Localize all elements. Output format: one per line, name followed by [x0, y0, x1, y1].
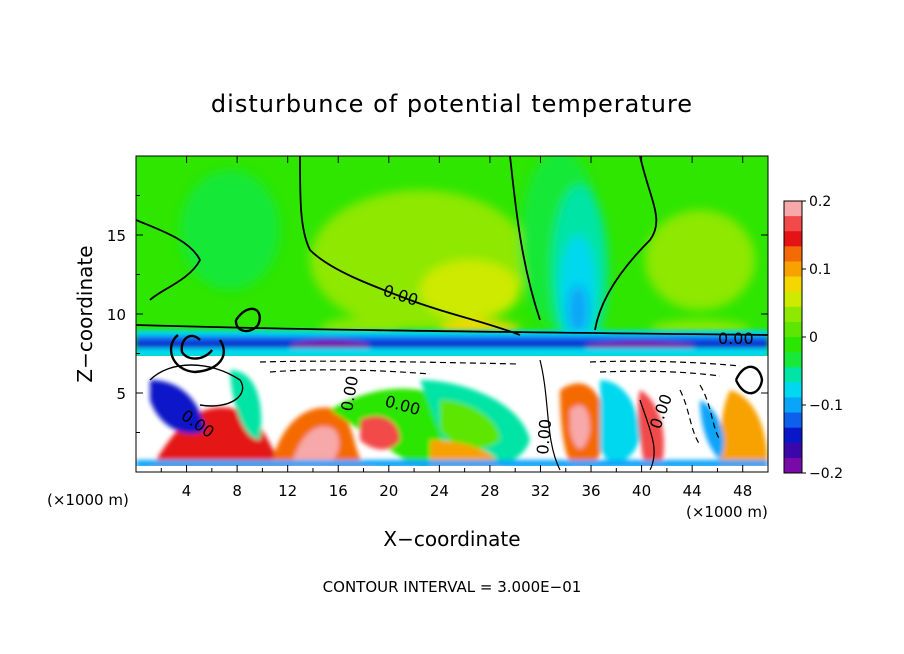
- y-axis-unit-right: (×1000 m): [686, 503, 768, 521]
- colorbar-swatch: [784, 337, 802, 353]
- colorbar-tick-label: 0.2: [809, 194, 831, 210]
- x-tick-label: 40: [632, 482, 651, 500]
- colorbar-swatch: [784, 412, 802, 429]
- y-tick-label: 15: [107, 227, 126, 245]
- colorbar-swatch: [784, 201, 802, 217]
- x-tick-label: 8: [232, 482, 242, 500]
- x-axis-label: X−coordinate: [383, 527, 520, 551]
- colorbar-swatch: [784, 367, 802, 383]
- colorbar-swatch: [784, 246, 802, 262]
- heatmap-field: [136, 156, 768, 472]
- colorbar-swatch: [784, 321, 802, 338]
- colorbar-swatch: [784, 457, 802, 474]
- y-tick-label: 10: [107, 306, 126, 324]
- contour-lines-dashed: [259, 360, 741, 446]
- contour-label: 0.00: [533, 418, 555, 455]
- colorbar-tick-label: 0.1: [809, 262, 831, 278]
- contour-interval-note: CONTOUR INTERVAL = 3.000E−01: [323, 578, 582, 596]
- colorbar-swatch: [784, 291, 802, 308]
- colorbar-tick-label: 0: [809, 330, 818, 346]
- colorbar-tick-label: −0.2: [809, 466, 843, 482]
- x-tick-label: 48: [733, 482, 752, 500]
- colorbar-swatch: [784, 352, 802, 368]
- colorbar-swatch: [784, 397, 802, 414]
- colorbar-swatch: [784, 306, 802, 323]
- y-axis: 5 10 15: [107, 195, 768, 433]
- colorbar-tick-label: −0.1: [809, 398, 843, 414]
- x-axis-unit-left: (×1000 m): [47, 491, 129, 509]
- colorbar-swatch: [784, 216, 802, 232]
- x-tick-label: 4: [182, 482, 192, 500]
- chart-title: disturbunce of potential temperature: [211, 90, 693, 118]
- x-tick-label: 20: [379, 482, 398, 500]
- y-tick-label: 5: [116, 385, 126, 403]
- contour-lines: [136, 156, 768, 471]
- contour-label: 0.00: [718, 329, 754, 348]
- colorbar-ticks: 0.2 0.1 0 −0.1 −0.2: [802, 194, 843, 482]
- x-axis: 4 8 12 16 20 24 28 32 36 40 44 48: [160, 156, 752, 500]
- x-tick-label: 12: [278, 482, 297, 500]
- colorbar-swatch: [784, 382, 802, 398]
- colorbar: [784, 201, 802, 474]
- x-tick-label: 32: [531, 482, 550, 500]
- colorbar-swatch: [784, 276, 802, 293]
- x-tick-label: 28: [480, 482, 499, 500]
- x-tick-label: 16: [329, 482, 348, 500]
- colorbar-swatch: [784, 442, 802, 459]
- colorbar-swatch: [784, 231, 802, 247]
- x-tick-label: 24: [430, 482, 449, 500]
- colorbar-swatch: [784, 427, 802, 444]
- colorbar-swatch: [784, 261, 802, 278]
- x-tick-label: 44: [683, 482, 702, 500]
- y-axis-label: Z−coordinate: [73, 245, 97, 382]
- x-tick-label: 36: [581, 482, 600, 500]
